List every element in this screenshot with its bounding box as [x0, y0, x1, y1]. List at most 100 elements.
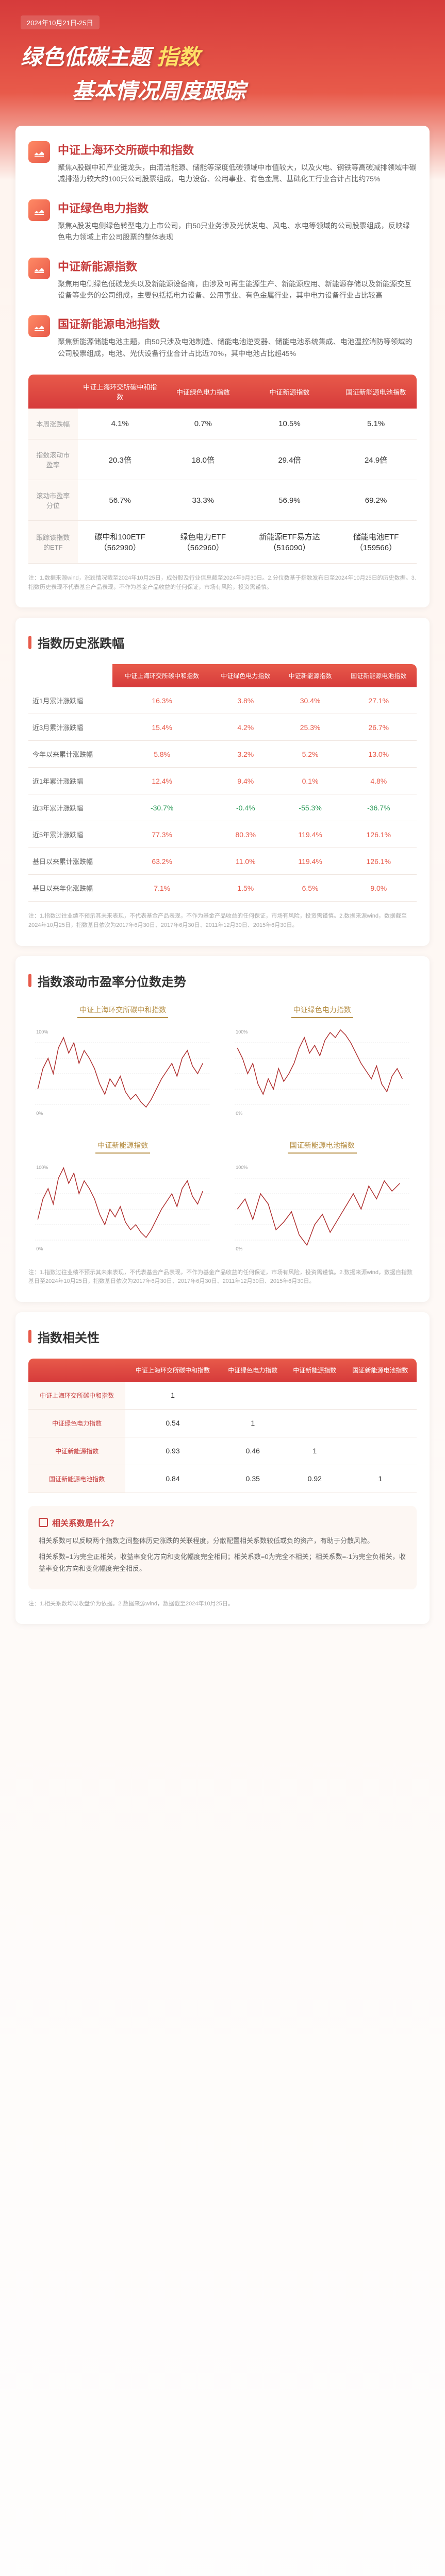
- index-desc-text: 聚焦新能源储能电池主题，由50只涉及电池制造、储能电池逆变器、储能电池系统集成、…: [58, 336, 417, 359]
- row-label: 今年以来累计涨跌幅: [28, 741, 112, 768]
- table-cell: 12.4%: [112, 768, 211, 794]
- table-cell: 0.1%: [280, 768, 341, 794]
- table-cell: 1: [344, 1465, 417, 1493]
- svg-text:100%: 100%: [236, 1029, 248, 1035]
- index-desc-item: 中证上海环交所碳中和指数 聚焦A股碳中和产业链龙头，由清洁能源、储能等深度低碳领…: [28, 141, 417, 185]
- row-label: 基日以来累计涨跌幅: [28, 848, 112, 875]
- chart-icon: [28, 315, 50, 337]
- table-header: 中证新能源指数: [286, 1359, 344, 1382]
- table-cell: 30.4%: [280, 687, 341, 714]
- row-label: 基日以来年化涨跌幅: [28, 875, 112, 902]
- table-cell: 7.1%: [112, 875, 211, 902]
- index-name: 国证新能源电池指数: [58, 315, 417, 332]
- table-cell: -30.7%: [112, 794, 211, 821]
- table-cell: 0.93: [125, 1437, 220, 1465]
- svg-text:0%: 0%: [36, 1111, 43, 1116]
- table-header: 国证新能源电池指数: [335, 375, 417, 409]
- svg-text:0%: 0%: [236, 1111, 242, 1116]
- table-cell: 9.0%: [341, 875, 417, 902]
- table-cell: 126.1%: [341, 848, 417, 875]
- table-header: 中证上海环交所碳中和指数: [78, 375, 162, 409]
- table-header: 中证新源指数: [244, 375, 335, 409]
- table-cell: 16.3%: [112, 687, 211, 714]
- stats-table: 中证上海环交所碳中和指数中证绿色电力指数中证新源指数国证新能源电池指数本周涨跌幅…: [28, 375, 417, 564]
- table-header: 国证新能源电池指数: [341, 664, 417, 687]
- chart-label: 中证绿色电力指数: [291, 1003, 353, 1018]
- chart-label: 中证新能源指数: [95, 1138, 150, 1154]
- table-cell: 5.1%: [335, 409, 417, 439]
- chart-label: 中证上海环交所碳中和指数: [77, 1003, 168, 1018]
- table-header: 中证绿色电力指数: [162, 375, 244, 409]
- table-cell: 119.4%: [280, 848, 341, 875]
- table-cell: 新能源ETF易方达（516090）: [244, 521, 335, 564]
- header: 2024年10月21日-25日 绿色低碳主题 指数 基本情况周度跟踪: [0, 0, 445, 115]
- table-cell: 0.7%: [162, 409, 244, 439]
- table-cell: 29.4倍: [244, 439, 335, 480]
- table-header: [28, 375, 78, 409]
- table-cell: [344, 1382, 417, 1410]
- table-cell: 1: [125, 1382, 220, 1410]
- date-tag: 2024年10月21日-25日: [21, 15, 100, 29]
- table-cell: 15.4%: [112, 714, 211, 741]
- chart-icon: [28, 258, 50, 279]
- line-chart: 100% 0%: [28, 1027, 218, 1120]
- sub-title: 基本情况周度跟踪: [72, 74, 424, 105]
- table-cell: -0.4%: [211, 794, 280, 821]
- table-cell: 3.2%: [211, 741, 280, 768]
- index-name: 中证绿色电力指数: [58, 199, 417, 216]
- table-cell: 26.7%: [341, 714, 417, 741]
- table-cell: 绿色电力ETF（562960）: [162, 521, 244, 564]
- table-header: 国证新能源电池指数: [344, 1359, 417, 1382]
- pe-charts-card: 指数滚动市盈率分位数走势 中证上海环交所碳中和指数 100% 0% 中证绿色电力…: [15, 956, 430, 1302]
- section-title-history: 指数历史涨跌幅: [28, 633, 417, 651]
- table-cell: 56.7%: [78, 480, 162, 521]
- row-label: 近5年累计涨跌幅: [28, 821, 112, 848]
- index-descriptions-card: 中证上海环交所碳中和指数 聚焦A股碳中和产业链龙头，由清洁能源、储能等深度低碳领…: [15, 126, 430, 607]
- table-header: 中证新能源指数: [280, 664, 341, 687]
- row-label: 滚动市盈率分位: [28, 480, 78, 521]
- chart-box: 中证绿色电力指数 100% 0%: [228, 1003, 417, 1123]
- table-cell: 11.0%: [211, 848, 280, 875]
- row-label: 中证绿色电力指数: [28, 1409, 125, 1437]
- correlation-table: 中证上海环交所碳中和指数中证绿色电力指数中证新能源指数国证新能源电池指数中证上海…: [28, 1359, 417, 1493]
- table-cell: 0.46: [220, 1437, 286, 1465]
- explain-paragraph: 相关系数=1为完全正相关，收益率变化方向和变化幅度完全相同；相关系数=0为完全不…: [39, 1551, 406, 1575]
- table-header: [28, 1359, 125, 1382]
- index-desc-text: 聚焦A股发电侧绿色转型电力上市公司，由50只业务涉及光伏发电、风电、水电等领域的…: [58, 220, 417, 243]
- table-cell: 5.8%: [112, 741, 211, 768]
- table-cell: 9.4%: [211, 768, 280, 794]
- table-cell: 20.3倍: [78, 439, 162, 480]
- index-name: 中证新能源指数: [58, 258, 417, 274]
- table-cell: 27.1%: [341, 687, 417, 714]
- table-cell: 24.9倍: [335, 439, 417, 480]
- chart-box: 国证新能源电池指数 100% 0%: [228, 1138, 417, 1258]
- row-label: 指数滚动市盈率: [28, 439, 78, 480]
- explain-paragraph: 相关系数可以反映两个指数之间整体历史涨跌的关联程度，分散配置相关系数较低或负的资…: [39, 1535, 406, 1547]
- table-header: 中证绿色电力指数: [211, 664, 280, 687]
- row-label: 本周涨跌幅: [28, 409, 78, 439]
- history-card: 指数历史涨跌幅 中证上海环交所碳中和指数中证绿色电力指数中证新能源指数国证新能源…: [15, 618, 430, 945]
- table-cell: 0.92: [286, 1465, 344, 1493]
- stats-footnote: 注：1.数据来源wind，涨跌情况截至2024年10月25日，成份股及行业信息截…: [28, 574, 417, 592]
- chart-icon: [28, 199, 50, 221]
- chart-box: 中证新能源指数 100% 0%: [28, 1138, 218, 1258]
- table-header: 中证上海环交所碳中和指数: [112, 664, 211, 687]
- table-cell: 1.5%: [211, 875, 280, 902]
- table-cell: 69.2%: [335, 480, 417, 521]
- table-cell: [344, 1409, 417, 1437]
- table-cell: 4.1%: [78, 409, 162, 439]
- svg-text:100%: 100%: [236, 1165, 248, 1170]
- chart-icon: [28, 141, 50, 163]
- svg-text:100%: 100%: [36, 1165, 48, 1170]
- row-label: 中证新能源指数: [28, 1437, 125, 1465]
- row-label: 国证新能源电池指数: [28, 1465, 125, 1493]
- explain-title: 相关系数是什么？: [39, 1516, 406, 1529]
- table-header: 中证上海环交所碳中和指数: [125, 1359, 220, 1382]
- table-cell: 13.0%: [341, 741, 417, 768]
- table-cell: [344, 1437, 417, 1465]
- table-cell: 33.3%: [162, 480, 244, 521]
- table-cell: 储能电池ETF（159566）: [335, 521, 417, 564]
- table-cell: [286, 1409, 344, 1437]
- line-chart: 100% 0%: [228, 1027, 417, 1120]
- pe-footnote: 注：1.指数过往业绩不预示其未来表现，不代表基金产品表现，不作为基金产品收益的任…: [28, 1268, 417, 1286]
